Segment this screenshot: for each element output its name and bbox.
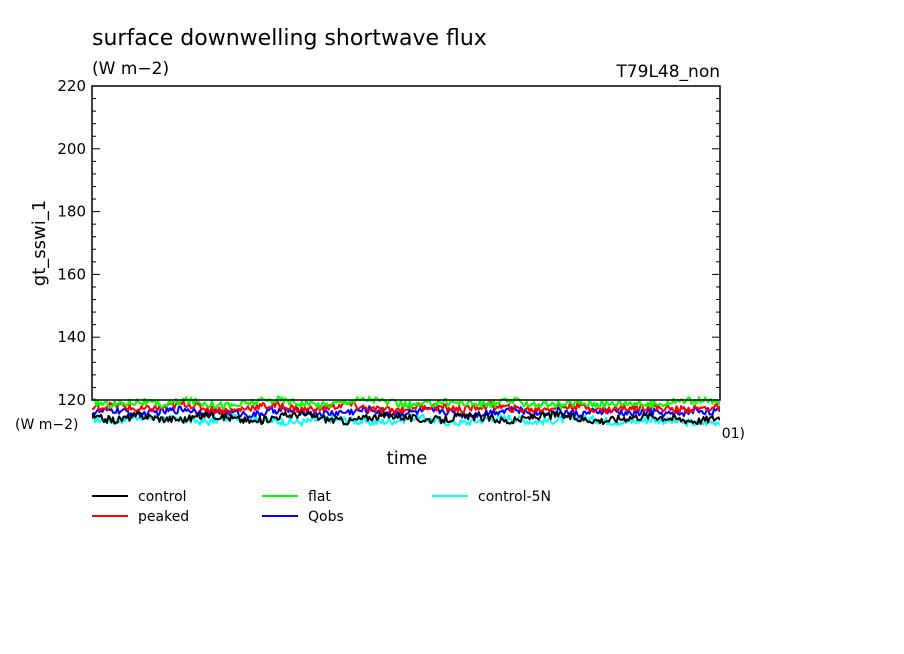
series-line-control [92,410,720,426]
y-tick-label: 220 [57,77,86,95]
x-range-label: 01) [722,426,745,442]
legend: control peaked flat Qobs control-5N [92,489,551,525]
series-line-flat [92,395,720,410]
plot-frame [91,85,721,401]
y-ticks: 120 140 160 180 200 220 [57,77,720,409]
chart-subtitle: (W m−2) [92,59,169,79]
y-tick-label: 120 [57,391,86,409]
y-tick-label: 140 [57,328,86,346]
y-range-label: (W m−2) [15,417,79,433]
chart-title: surface downwelling shortwave flux [92,26,487,51]
x-axis-label: time [387,448,428,469]
y-tick-label: 200 [57,140,86,158]
y-axis-label: gt_sswi_1 [29,200,50,286]
legend-label-flat: flat [308,489,331,505]
legend-label-control-5N: control-5N [478,489,551,505]
legend-label-peaked: peaked [138,509,189,525]
y-tick-label: 160 [57,265,86,283]
series-layer [92,395,720,427]
legend-label-Qobs: Qobs [308,509,344,525]
legend-label-control: control [138,489,187,505]
y-tick-label: 180 [57,203,86,221]
experiment-label: T79L48_non [615,62,720,82]
